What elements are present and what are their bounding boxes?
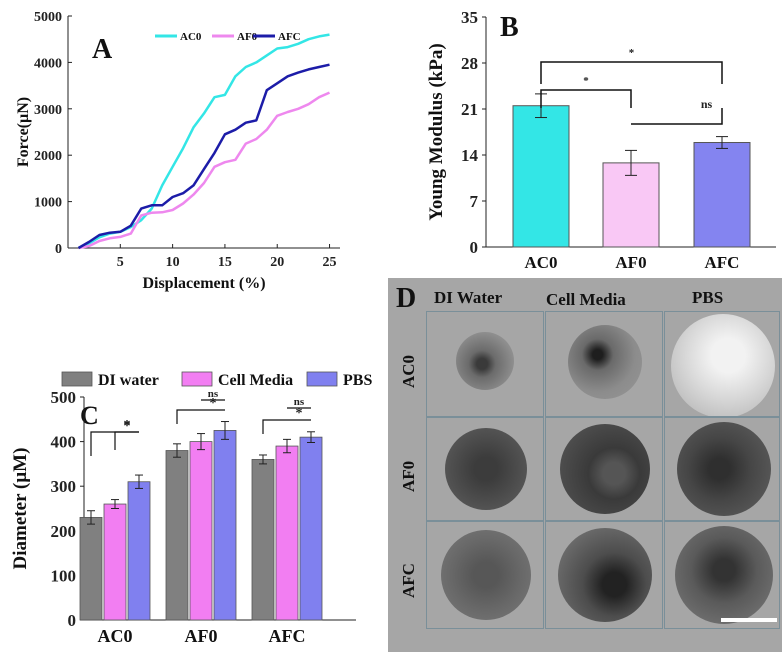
chart-b-x-tick-label: AF0 <box>615 253 646 272</box>
chart-c-significance-label: * <box>296 406 303 421</box>
micrograph-af0-cell-media <box>545 417 663 521</box>
chart-b-y-tick-label: 21 <box>461 100 478 119</box>
chart-c-bar-afc-di-water <box>251 459 275 621</box>
chart-b-bar-ac0 <box>512 105 570 248</box>
chart-a-x-tick-label: 5 <box>117 255 124 270</box>
chart-c-bar-af0-di-water <box>165 450 189 621</box>
chart-c-significance-label: * <box>210 396 217 411</box>
column-label-cell-media: Cell Media <box>546 290 626 309</box>
chart-a-x-tick-label: 25 <box>323 255 337 270</box>
chart-b-y-tick-label: 0 <box>470 238 479 257</box>
chart-c-bar-af0-cell-media <box>189 441 213 621</box>
chart-a-y-tick-label: 4000 <box>34 56 62 71</box>
micrograph-afc-di-water <box>426 521 544 629</box>
chart-b-y-axis-label: Young Modulus (kPa) <box>426 43 447 220</box>
chart-c-legend-label: PBS <box>343 372 372 389</box>
chart-a-y-tick-label: 0 <box>55 242 62 257</box>
chart-c-legend-label: Cell Media <box>218 372 293 389</box>
chart-b-y-tick-label: 35 <box>461 8 478 27</box>
chart-a-series-line-af0 <box>78 91 331 250</box>
chart-c-significance-bracket <box>176 409 225 424</box>
chart-c-x-tick-label: AF0 <box>185 626 218 646</box>
chart-b-x-tick-label: AFC <box>705 253 740 272</box>
chart-c-legend-swatch <box>181 371 213 387</box>
chart-c-significance-bracket <box>114 431 139 450</box>
chart-c-y-tick-label: 100 <box>51 566 77 585</box>
panel-d-letter: D <box>396 283 417 314</box>
chart-b-significance-bracket <box>540 89 632 108</box>
chart-a-y-tick-label: 3000 <box>34 103 62 118</box>
chart-c-bar-ac0-cell-media <box>103 503 127 621</box>
chart-a-series-line-ac0 <box>77 33 330 250</box>
chart-b-y-tick-label: 7 <box>470 192 479 211</box>
chart-c-legend-swatch <box>306 371 338 387</box>
chart-b-y-tick-label: 28 <box>461 54 478 73</box>
chart-b-significance-label: * <box>583 75 589 87</box>
chart-a-x-axis-label: Displacement (%) <box>142 275 265 292</box>
chart-c-y-tick-label: 200 <box>51 522 77 541</box>
chart-c-y-axis-label: Diameter (µM) <box>10 448 31 570</box>
column-label-di-water: DI Water <box>434 288 503 307</box>
chart-a-series-line-afc <box>77 63 330 250</box>
chart-c-bar-ac0-di-water <box>79 517 103 621</box>
panel-b-letter: B <box>500 12 519 43</box>
micrograph-ac0-pbs <box>664 311 780 417</box>
chart-a-y-tick-label: 1000 <box>34 196 62 211</box>
chart-c-bar-af0-pbs <box>213 430 237 621</box>
chart-c-legend-label: DI water <box>98 372 159 389</box>
chart-a-x-tick-label: 15 <box>218 255 232 270</box>
chart-c: 0 100 200 300 400 500 Diameter (µM) AC0 AF0 AFC * *… <box>10 371 372 646</box>
chart-c-significance-label: ns <box>294 396 305 408</box>
chart-b-bar-afc <box>693 142 751 248</box>
chart-c-y-tick-label: 500 <box>51 388 77 407</box>
panel-c-letter: C <box>80 401 99 430</box>
chart-c-bar-afc-cell-media <box>275 445 299 621</box>
micrograph-af0-di-water <box>426 417 544 521</box>
chart-b: 0 7 14 21 28 35 Young Modulus (kPa) AC0 AF0 AFC * *… <box>426 8 776 272</box>
chart-a-legend-label: AFC <box>278 31 301 43</box>
panel-a-letter: A <box>92 34 113 65</box>
chart-a-x-tick-label: 10 <box>166 255 180 270</box>
chart-a-y-tick-label: 5000 <box>34 10 62 25</box>
micrograph-ac0-di-water <box>426 311 544 417</box>
micrograph-afc-cell-media <box>545 521 663 629</box>
chart-c-x-tick-label: AC0 <box>98 626 133 646</box>
chart-c-significance-bracket <box>262 419 311 434</box>
chart-c-legend-swatch <box>61 371 93 387</box>
chart-c-y-tick-label: 0 <box>68 611 77 630</box>
chart-b-significance-label: ns <box>701 97 713 111</box>
chart-c-x-tick-label: AFC <box>269 626 306 646</box>
chart-a-legend-label: AF0 <box>237 31 258 43</box>
chart-c-significance-label: * <box>124 419 131 434</box>
chart-b-significance-bracket <box>631 108 723 125</box>
chart-c-significance-label: * <box>124 418 131 433</box>
micrograph-af0-pbs <box>664 417 780 521</box>
micrograph-ac0-cell-media <box>545 311 663 417</box>
chart-a-legend-label: AC0 <box>180 31 202 43</box>
column-label-pbs: PBS <box>692 288 724 307</box>
chart-c-significance-label: ns <box>208 388 219 400</box>
chart-c-y-tick-label: 400 <box>51 433 77 452</box>
chart-c-bar-afc-pbs <box>299 436 323 621</box>
chart-b-y-tick-label: 14 <box>461 146 479 165</box>
chart-a: 0 1000 2000 3000 4000 5000 5 10 15 20 25 Displaceme… <box>15 10 340 292</box>
chart-a-y-axis-label: Force(µN) <box>15 97 32 167</box>
chart-a-x-tick-label: 20 <box>270 255 284 270</box>
micrograph-afc-pbs <box>664 521 780 629</box>
chart-c-y-tick-label: 300 <box>51 477 77 496</box>
scale-bar <box>721 618 777 622</box>
chart-c-bar-ac0-pbs <box>127 481 151 621</box>
chart-b-x-tick-label: AC0 <box>524 253 557 272</box>
chart-b-significance-bracket <box>540 61 723 84</box>
chart-a-y-tick-label: 2000 <box>34 149 62 164</box>
chart-b-significance-label: * <box>629 47 635 59</box>
